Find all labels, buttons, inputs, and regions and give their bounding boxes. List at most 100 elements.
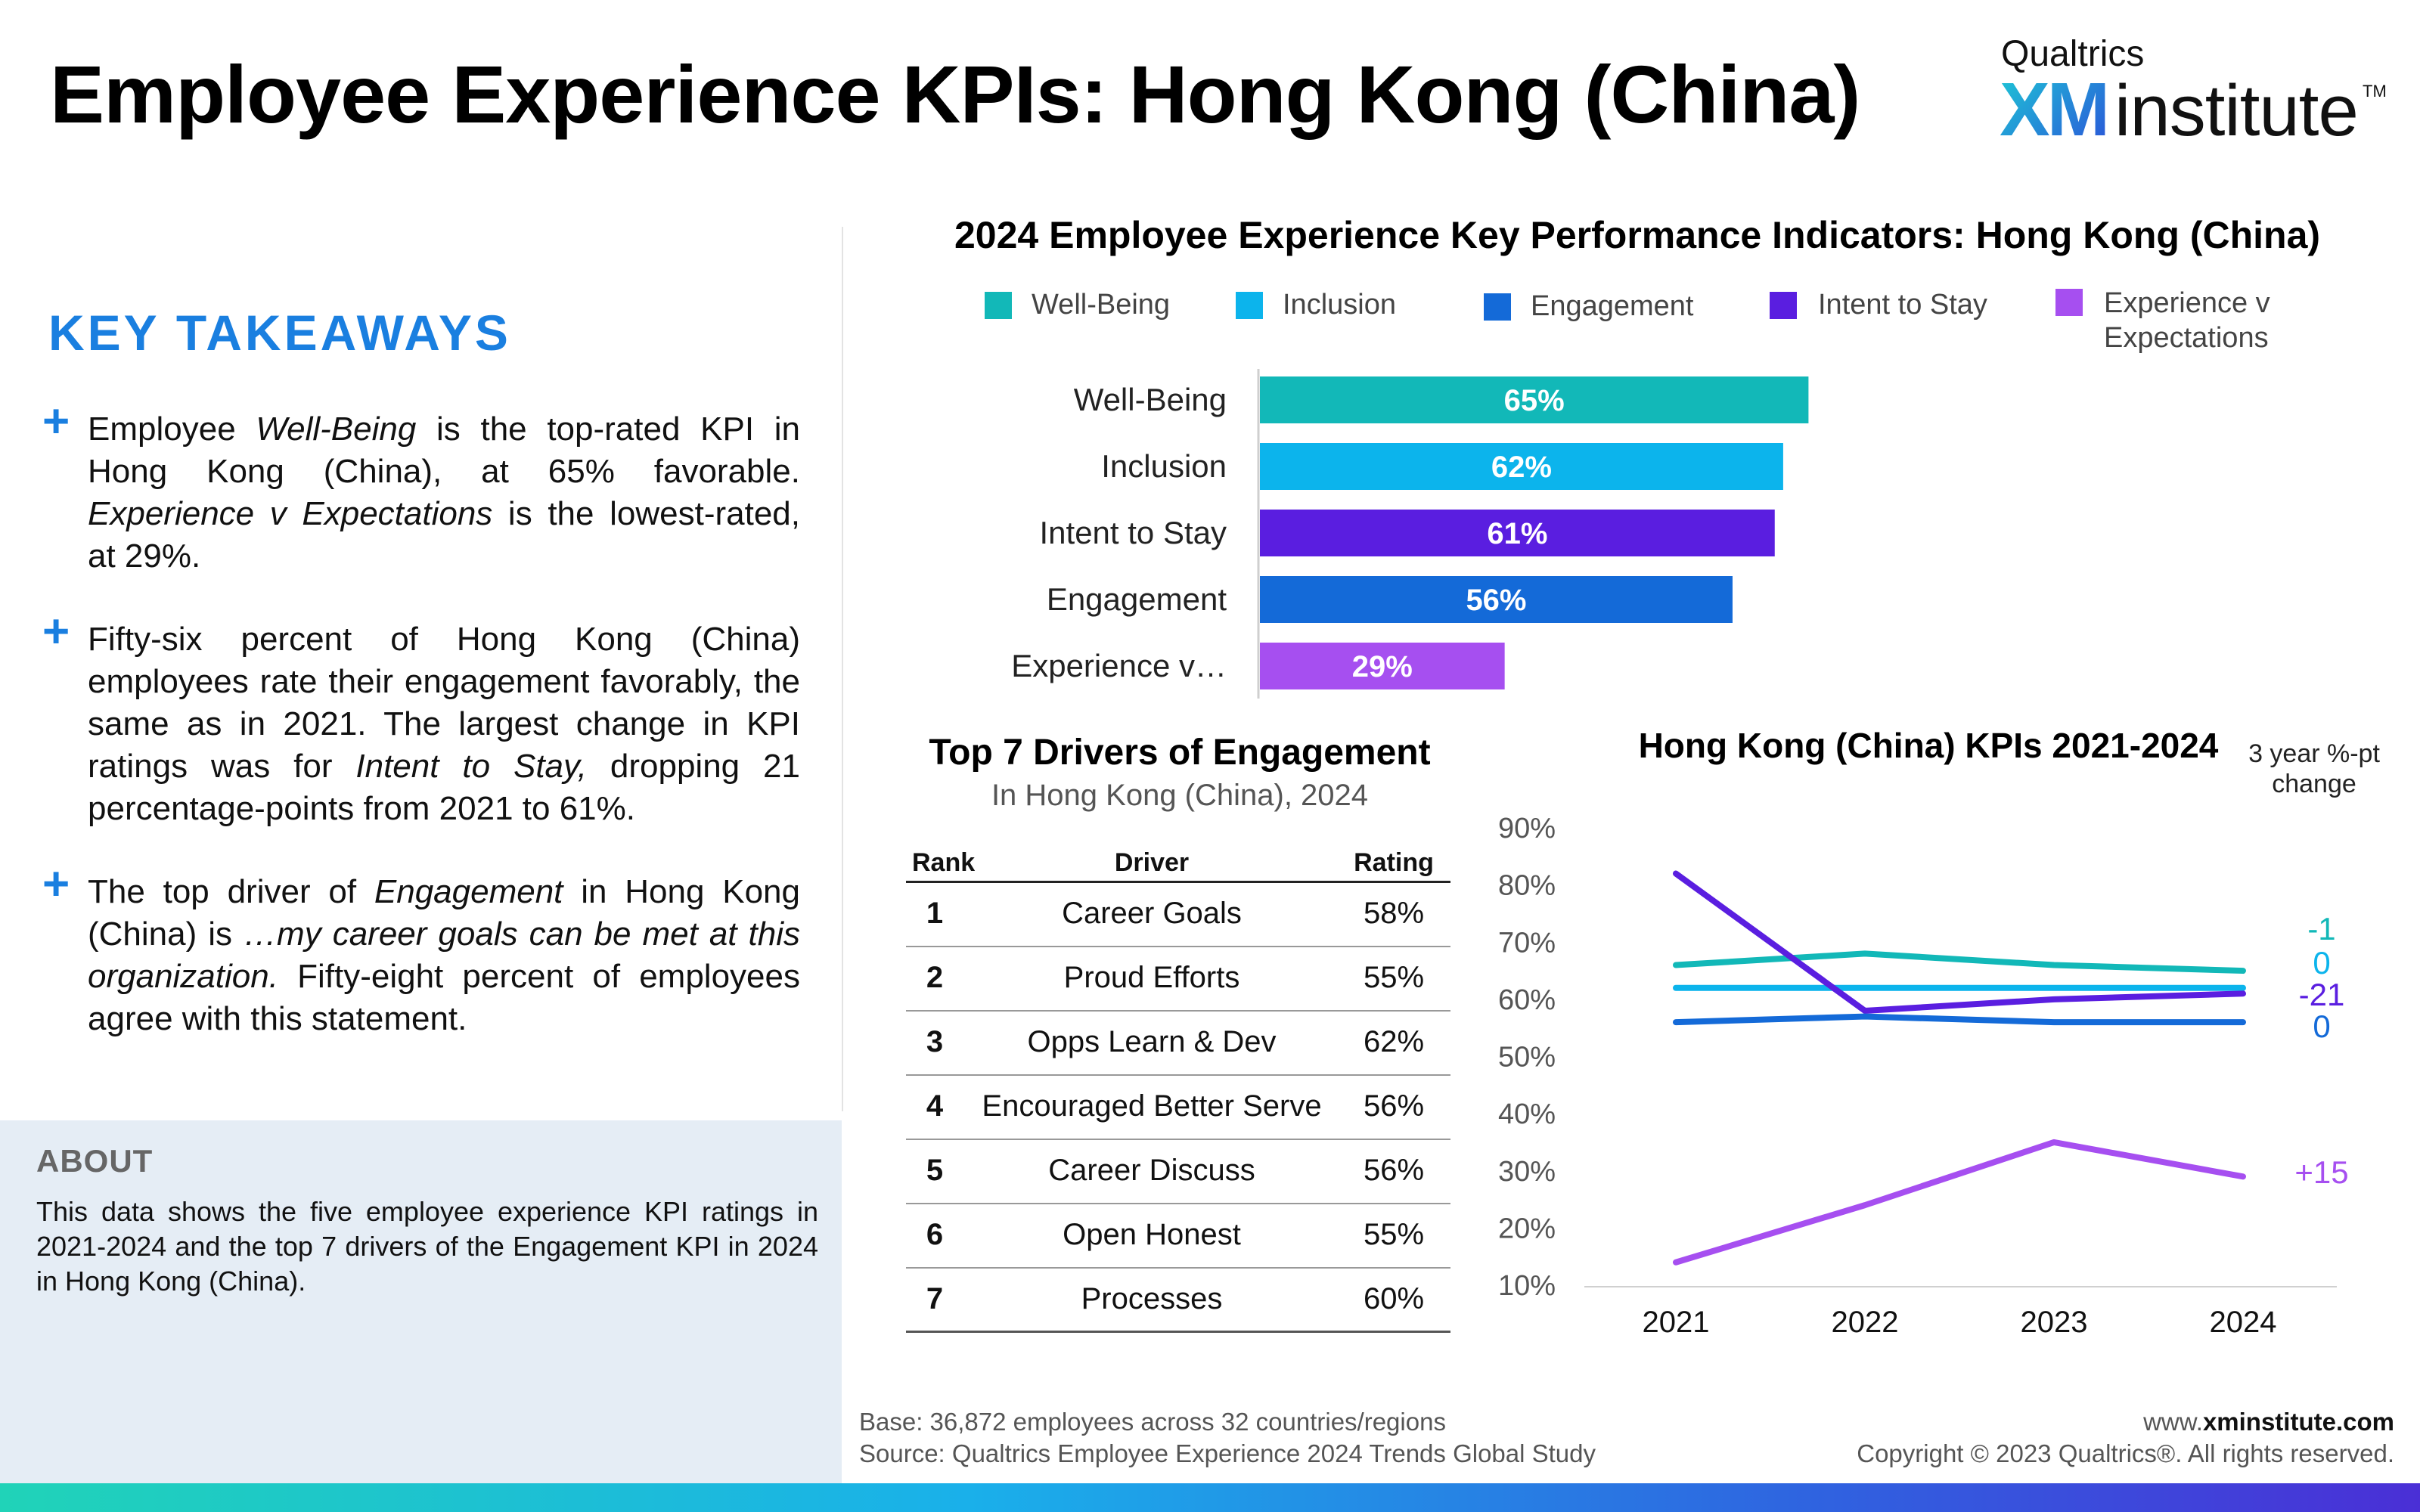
table-row: 7 Processes 60% — [906, 1269, 1450, 1333]
y-tick-label: 90% — [1498, 813, 1556, 844]
xm-institute-logo: Qualtrics XM institute TM — [1956, 30, 2387, 152]
legend-label-inclusion: Inclusion — [1283, 289, 1396, 321]
table-row: 5 Career Discuss 56% — [906, 1140, 1450, 1204]
drivers-table-subtitle: In Hong Kong (China), 2024 — [991, 779, 1369, 812]
legend-swatch-inclusion — [1236, 292, 1263, 319]
takeaway-text: is the lowest-rated, at 29%. — [88, 495, 801, 575]
row-rating: 55% — [1363, 961, 1425, 994]
drivers-table: Rank Driver Rating 1 Career Goals 58% 2 … — [906, 845, 1450, 1333]
table-row: 3 Opps Learn & Dev 62% — [906, 1012, 1450, 1076]
kpi-bar-chart: Well-Being 65% Inclusion 62% Intent to Stay 6… — [1011, 369, 1809, 699]
legend-label-well-being: Well-Being — [1032, 289, 1171, 321]
row-driver: Open Honest — [1063, 1218, 1241, 1251]
about-text: This data shows the five employee experi… — [36, 1196, 818, 1297]
y-tick-label: 60% — [1498, 984, 1556, 1016]
x-tick-label: 2023 — [2021, 1306, 2088, 1339]
takeaway-text: Employee — [88, 411, 256, 448]
bar-category-intent-to-stay: Intent to Stay — [1040, 515, 1227, 550]
line-series-well-being — [1673, 950, 2246, 974]
legend-swatch-intent-to-stay — [1770, 292, 1797, 319]
row-rating: 60% — [1363, 1282, 1425, 1315]
url-prefix: www. — [2143, 1408, 2203, 1436]
bar-category-engagement: Engagement — [1047, 581, 1227, 617]
url-suffix: .com — [2335, 1408, 2394, 1436]
header-driver: Driver — [1114, 848, 1190, 877]
row-rating: 55% — [1363, 1218, 1425, 1251]
legend-swatch-well-being — [985, 292, 1012, 319]
footer-base: Base: 36,872 employees across 32 countri… — [859, 1408, 1446, 1436]
row-rating: 56% — [1363, 1154, 1425, 1187]
legend-label-experience: Experience v Expectations — [2104, 287, 2270, 354]
takeaway-text: dropping 21 percentage-points from 2021 … — [88, 748, 800, 827]
row-driver: Processes — [1081, 1282, 1223, 1315]
row-rating: 56% — [1363, 1089, 1425, 1123]
table-row: 6 Open Honest 55% — [906, 1204, 1450, 1269]
change-column-header: 3 year %-pt change — [2248, 739, 2380, 798]
footer-source: Source: Qualtrics Employee Experience 20… — [859, 1439, 1596, 1467]
change-label-experience-v-expectations: +15 — [2294, 1154, 2348, 1190]
row-rank: 3 — [926, 1025, 944, 1058]
table-row: 2 Proud Efforts 55% — [906, 947, 1450, 1012]
bar-engagement — [1260, 576, 1733, 623]
logo-brand: Qualtrics — [2001, 34, 2145, 74]
logo-xm: XM — [2000, 67, 2110, 152]
x-tick-label: 2021 — [1643, 1306, 1710, 1339]
takeaway-text: The top driver of — [88, 873, 374, 910]
legend-swatch-experience — [2055, 289, 2083, 316]
change-label-well-being: -1 — [2307, 911, 2335, 947]
row-driver: Opps Learn & Dev — [1027, 1025, 1277, 1058]
key-takeaways-heading: KEY TAKEAWAYS — [48, 305, 511, 361]
bar-intent-to-stay — [1260, 510, 1775, 556]
y-tick-label: 80% — [1498, 870, 1556, 902]
row-driver: Proud Efforts — [1063, 961, 1240, 994]
column-divider — [842, 227, 843, 1111]
logo-institute: institute — [2114, 70, 2359, 151]
about-heading: ABOUT — [36, 1143, 154, 1179]
y-tick-label: 50% — [1498, 1042, 1556, 1074]
legend-label-engagement: Engagement — [1531, 290, 1694, 322]
plus-icon: + — [42, 606, 70, 658]
footer-notes: Base: 36,872 employees across 32 countri… — [859, 1406, 1596, 1470]
x-tick-label: 2024 — [2210, 1306, 2277, 1339]
footer-credits: www.xminstitute.com Copyright © 2023 Qua… — [1857, 1406, 2394, 1470]
logo-trademark: TM — [2363, 82, 2387, 101]
footer-copyright: Copyright © 2023 Qualtrics®. All rights … — [1857, 1439, 2394, 1467]
change-label-inclusion: 0 — [2313, 945, 2330, 981]
legend-swatch-engagement — [1484, 293, 1511, 321]
bar-label-well-being: 65% — [1504, 384, 1565, 417]
bar-category-inclusion: Inclusion — [1101, 448, 1227, 484]
bar-well-being — [1260, 376, 1809, 423]
row-rank: 2 — [926, 961, 944, 994]
kpi-trend-line-chart: Hong Kong (China) KPIs 2021-2024 3 year %… — [1498, 726, 2381, 1339]
bar-chart-title: 2024 Employee Experience Key Performance… — [954, 214, 2321, 256]
takeaway-3: The top driver of Engagement in Hong Kon… — [88, 871, 800, 1040]
takeaway-text: Fifty-eight percent of employees agree w… — [88, 958, 800, 1037]
row-rank: 7 — [926, 1282, 944, 1315]
row-driver: Career Discuss — [1048, 1154, 1255, 1187]
takeaway-emphasis: Experience v Expectations — [88, 495, 493, 532]
table-row: 1 Career Goals 58% — [906, 883, 1450, 947]
plus-icon: + — [42, 858, 70, 910]
header-rating: Rating — [1354, 848, 1434, 877]
bar-category-experience-v: Experience v… — [1011, 648, 1227, 683]
bar-label-inclusion: 62% — [1491, 451, 1552, 484]
table-header-row: Rank Driver Rating — [906, 845, 1450, 883]
footer-url[interactable]: www.xminstitute.com — [1857, 1406, 2394, 1438]
takeaway-1: Employee Well-Being is the top-rated KPI… — [88, 408, 800, 578]
line-chart-title: Hong Kong (China) KPIs 2021-2024 — [1639, 726, 2219, 765]
bar-label-experience-v: 29% — [1352, 650, 1413, 683]
url-domain: xminstitute — [2202, 1408, 2336, 1436]
row-rank: 6 — [926, 1218, 944, 1251]
takeaway-text: in Hong Kong (China) is — [88, 873, 800, 953]
y-tick-label: 20% — [1498, 1213, 1556, 1244]
y-tick-label: 10% — [1498, 1270, 1556, 1302]
x-tick-label: 2022 — [1832, 1306, 1899, 1339]
line-series-intent-to-stay — [1673, 870, 2246, 1014]
table-row: 4 Encouraged Better Serve 56% — [906, 1076, 1450, 1140]
bar-label-engagement: 56% — [1466, 584, 1526, 617]
takeaway-emphasis: Well-Being — [256, 411, 417, 448]
takeaway-emphasis: …my career goals can be met at this orga… — [88, 916, 800, 995]
takeaway-emphasis: Engagement — [374, 873, 563, 910]
row-rank: 1 — [926, 897, 944, 930]
bottom-gradient-bar — [0, 1483, 2420, 1512]
